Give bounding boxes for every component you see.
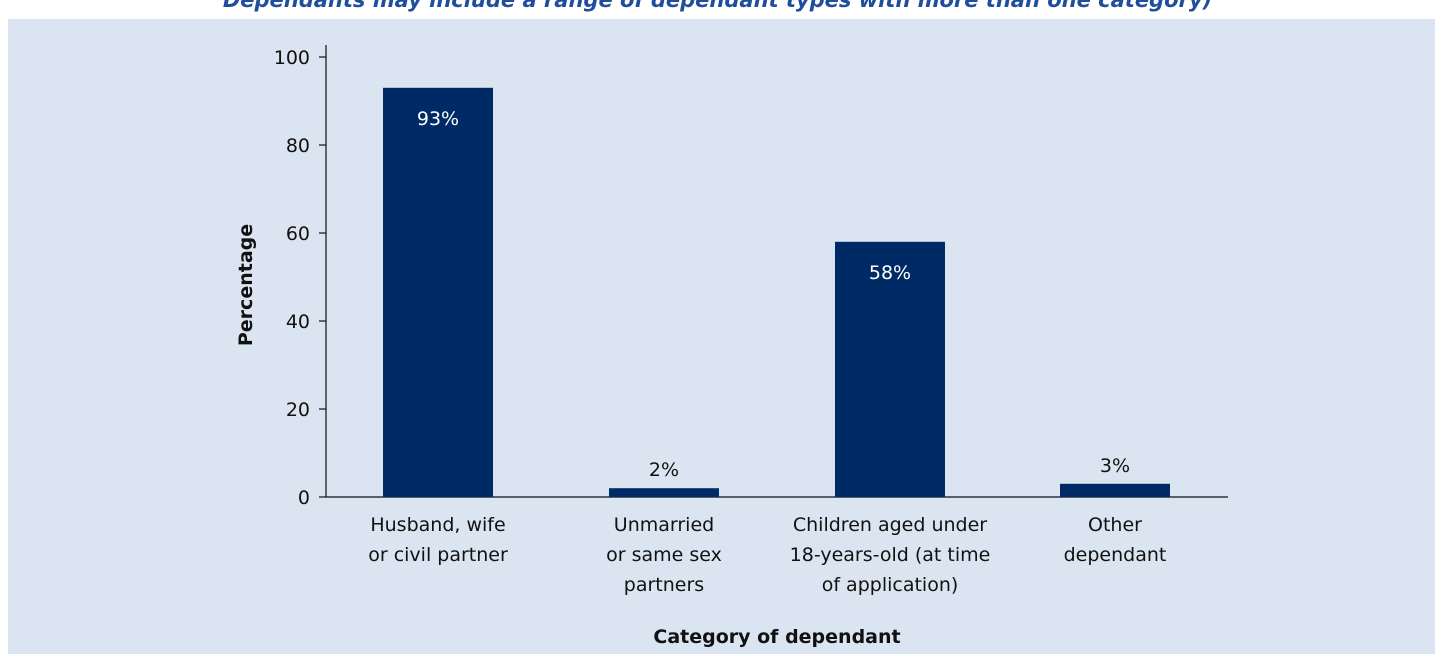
y-tick-label: 20 [286, 399, 310, 421]
x-tick-label-line: dependant [1064, 544, 1167, 566]
chart-labels: Percentage Category of dependant 93% Husban… [235, 108, 1166, 648]
chart-axes: 0 20 40 60 80 100 [274, 45, 1228, 509]
y-tick-label: 60 [286, 223, 310, 245]
data-label: 93% [417, 108, 459, 130]
data-label: 3% [1100, 455, 1130, 477]
y-tick-label: 100 [274, 47, 310, 69]
y-tick-label: 40 [286, 311, 310, 333]
x-tick-label: Children aged under 18-years-old (at time… [790, 514, 991, 596]
bar [609, 488, 719, 497]
bar [835, 241, 945, 497]
x-tick-label-line: Other [1088, 514, 1142, 536]
x-tick-label-line: partners [624, 574, 704, 596]
x-tick-label: Husband, wife or civil partner [368, 514, 508, 566]
x-axis-title: Category of dependant [653, 626, 900, 648]
x-tick-label: Other dependant [1064, 514, 1167, 566]
y-axis-title: Percentage [235, 224, 257, 346]
bar [383, 87, 493, 498]
data-label: 58% [869, 262, 911, 284]
x-tick-label-line: or same sex [606, 544, 722, 566]
x-tick-label-line: 18-years-old (at time [790, 544, 991, 566]
y-tick-label: 0 [298, 487, 310, 509]
x-tick-label: Unmarried or same sex partners [606, 514, 722, 596]
chart-title: Dependants may include a range of depend… [222, 0, 1213, 12]
y-tick-label: 80 [286, 135, 310, 157]
x-tick-label-line: Children aged under [793, 514, 987, 536]
bar [1060, 483, 1170, 497]
x-tick-label-line: of application) [822, 574, 959, 596]
data-label: 2% [649, 459, 679, 481]
x-tick-label-line: Husband, wife [370, 514, 505, 536]
chart-bars [383, 87, 1170, 498]
x-tick-label-line: Unmarried [614, 514, 714, 536]
chart-panel [8, 19, 1435, 654]
x-tick-label-line: or civil partner [368, 544, 508, 566]
